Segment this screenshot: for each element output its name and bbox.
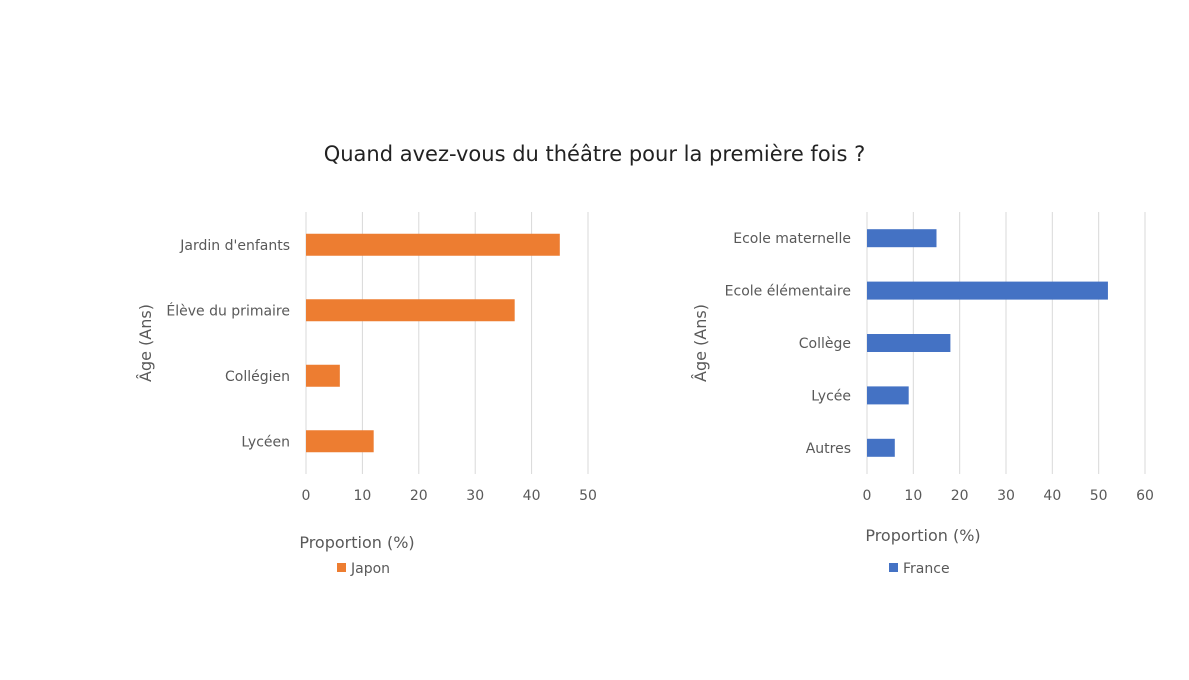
category-label: Élève du primaire xyxy=(166,302,290,319)
category-label: Collégien xyxy=(225,369,290,385)
legend-label: France xyxy=(903,561,950,577)
tick-label: 60 xyxy=(1136,488,1154,504)
bar xyxy=(867,334,951,352)
tick-label: 0 xyxy=(863,488,872,504)
bar xyxy=(867,229,937,248)
y-axis-label: Âge (Ans) xyxy=(691,304,710,382)
category-label: Autres xyxy=(806,441,851,457)
bar xyxy=(867,281,1108,300)
bar xyxy=(306,299,515,322)
bar xyxy=(867,438,895,457)
bar xyxy=(306,430,374,453)
tick-label: 10 xyxy=(353,488,371,504)
tick-label: 30 xyxy=(466,488,484,504)
legend-label: Japon xyxy=(350,561,390,577)
category-label: Lycéen xyxy=(241,434,290,450)
category-label: Ecole maternelle xyxy=(733,231,851,247)
y-axis-label: Âge (Ans) xyxy=(136,304,155,382)
category-label: Jardin d'enfants xyxy=(179,238,290,254)
tick-label: 20 xyxy=(410,488,428,504)
japan-chart: Jardin d'enfants Élève du primaire Collégi… xyxy=(136,212,597,577)
tick-label: 50 xyxy=(579,488,597,504)
france-chart: Ecole maternelle Ecole élémentaire Collège… xyxy=(691,212,1154,577)
category-label: Lycée xyxy=(811,388,851,404)
bar xyxy=(306,364,340,387)
legend-swatch xyxy=(889,563,898,572)
tick-label: 0 xyxy=(302,488,311,504)
category-label: Ecole élémentaire xyxy=(725,284,851,300)
tick-label: 20 xyxy=(951,488,969,504)
bar xyxy=(306,233,560,256)
x-axis-label: Proportion (%) xyxy=(299,533,414,552)
tick-label: 40 xyxy=(1043,488,1061,504)
tick-label: 50 xyxy=(1090,488,1108,504)
legend-swatch xyxy=(337,563,346,572)
x-axis-label: Proportion (%) xyxy=(865,526,980,545)
category-label: Collège xyxy=(799,336,851,352)
tick-label: 40 xyxy=(523,488,541,504)
bar xyxy=(867,386,909,405)
chart-title: Quand avez-vous du théâtre pour la premi… xyxy=(323,142,866,166)
tick-label: 10 xyxy=(904,488,922,504)
tick-label: 30 xyxy=(997,488,1015,504)
